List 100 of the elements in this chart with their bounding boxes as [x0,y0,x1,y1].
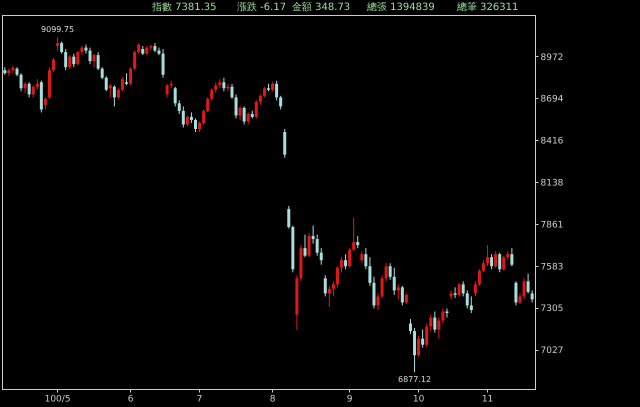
candlestick [92,53,96,68]
candlestick [174,86,177,107]
candlestick [246,112,250,125]
candlestick [466,290,469,309]
candlestick [68,54,72,70]
candlestick [262,86,266,98]
candlestick [437,317,440,340]
candlestick [96,52,100,71]
candlestick [368,256,372,286]
candlestick [141,46,144,56]
candlestick [458,282,461,297]
annotation: 9099.75 [41,25,74,34]
y-tick-label: 8972 [540,52,564,63]
candlestick [125,72,128,86]
candlestick [372,276,376,309]
candlestick [308,232,311,258]
candlestick [178,100,181,114]
candlestick [242,106,246,125]
candlestick [258,94,262,106]
text: 指數 7381.35 [151,1,217,13]
candlestick [510,248,514,267]
candlestick [137,42,140,54]
candlestick [304,234,307,258]
candlestick [522,278,526,300]
text: 金額 348.73 [292,1,350,13]
candlestick [32,84,35,98]
candlestick [230,83,234,100]
candlestick [279,95,282,110]
candlestick [198,120,202,133]
candlestick [454,286,457,298]
candlestick [56,36,60,52]
candlestick [108,83,112,98]
candlestick [186,114,189,126]
text: 總筆 326311 [456,1,518,13]
candlestick [332,280,335,297]
y-tick-label: 7305 [540,304,564,314]
candlestick [275,80,278,101]
candlestick [498,252,502,273]
candlestick [287,205,290,230]
candlestick [360,250,364,264]
x-tick-label: 7 [196,394,202,404]
candlestick [28,82,31,98]
candlestick [494,250,498,268]
candlestick [120,77,124,92]
text: 漲跌 -6.17 [237,1,286,13]
candlestick [129,66,132,86]
candlestick [433,310,436,334]
candlestick [502,255,506,272]
candlestick [506,250,510,261]
candlestick [530,290,534,303]
candlestick [425,323,428,348]
candlestick [490,254,494,270]
candlestick [316,234,319,256]
candlestick [408,318,412,335]
candlestick [36,78,39,90]
y-tick-label: 7027 [540,346,564,356]
candlestick [474,280,477,297]
candlestick [145,46,148,56]
candlestick [60,41,64,54]
candlestick [88,47,92,65]
candlestick [84,44,88,54]
candlestick [64,48,68,71]
candlestick [194,118,197,133]
candlestick [470,296,473,314]
candlestick [133,50,136,71]
candlestick [116,88,120,100]
candlestick [404,292,408,304]
candlestick [450,290,453,300]
x-tick-label: 9 [346,394,353,404]
candlestick [376,292,380,310]
x-tick-label: 8 [270,394,276,404]
candlestick [400,285,404,306]
x-tick-label: 6 [128,394,134,404]
candlestick [80,46,84,56]
candlestick [202,108,206,125]
candlestick [336,266,339,288]
candlestick [340,256,344,273]
candlestick [356,236,360,249]
candlestick [320,248,323,266]
candlestick [344,254,348,270]
candlestick [417,335,420,358]
candlestick [72,53,76,68]
candlestick [112,84,116,107]
candlestick [384,262,388,282]
candlestick [44,96,47,110]
candlestick [254,100,258,119]
candlestick [518,292,522,304]
candlestick [190,112,193,124]
candlestick [482,260,485,273]
candlestick [462,280,465,297]
candlestick [526,273,530,294]
candlestick [328,285,331,308]
candlestick [421,329,424,348]
candlestick [234,94,238,119]
candlestick [210,88,214,101]
candlestick [218,78,222,89]
x-tick-label: 100/5 [44,394,71,404]
candlestick [162,48,165,78]
text: 總張 1394839 [366,1,435,13]
candlestick [20,72,23,92]
